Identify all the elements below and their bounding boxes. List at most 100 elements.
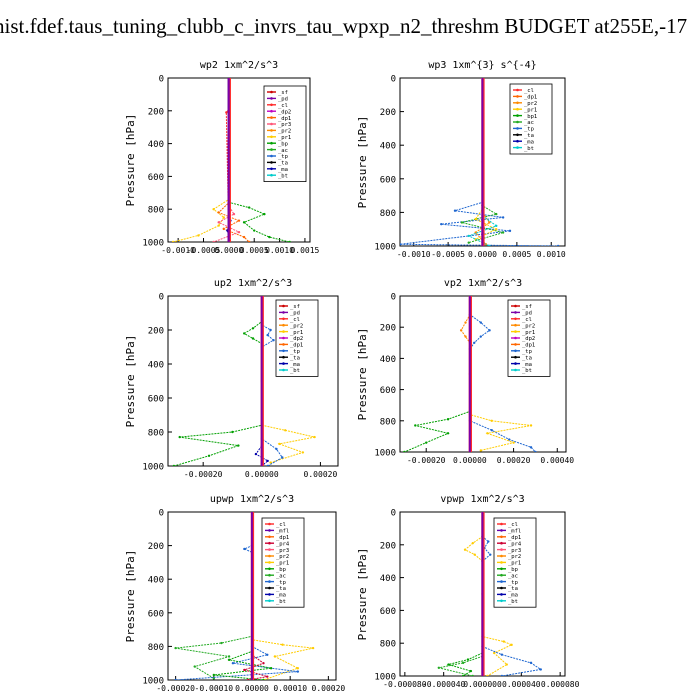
legend-marker (270, 116, 273, 119)
legend-label: _pr2 (290, 323, 303, 329)
series-point (467, 241, 470, 244)
x-tick-label: 0.0010 (265, 246, 294, 255)
legend-label: _cl (522, 317, 532, 323)
series-point (467, 234, 470, 238)
legend-marker (270, 103, 273, 107)
legend-label: _bt (290, 368, 300, 374)
legend-label: _pr1 (522, 330, 535, 336)
series-point (473, 341, 476, 344)
series-point (254, 452, 258, 456)
series-point (508, 229, 512, 233)
series-point (425, 441, 428, 444)
legend-marker (268, 535, 271, 539)
legend-marker (268, 561, 271, 564)
series-point (172, 464, 176, 466)
legend-marker (500, 541, 503, 545)
legend-marker (500, 593, 503, 596)
series-point (486, 674, 489, 676)
y-axis-label: Pressure [hPa] (356, 548, 369, 641)
legend-label: _sf (278, 90, 288, 96)
legend-label: _bt (508, 599, 518, 605)
legend-marker (270, 129, 273, 132)
legend-marker (282, 355, 285, 359)
y-tick-label: 200 (148, 107, 164, 117)
legend-label: _tp (278, 154, 288, 160)
legend-label: _cl (524, 88, 534, 94)
series-point (243, 668, 246, 672)
series-point (220, 641, 223, 645)
legend-marker (270, 135, 273, 139)
legend-label: _ta (290, 355, 300, 361)
legend-marker (268, 580, 271, 583)
legend-marker (268, 554, 271, 558)
plot-frame (399, 295, 567, 453)
legend-marker (514, 343, 517, 346)
y-tick-label: 0 (391, 509, 396, 519)
legend-label: _pr4 (276, 541, 290, 547)
x-tick-label: 0.00020 (497, 456, 531, 465)
legend-label: _ma (508, 593, 518, 599)
series-point (510, 643, 513, 647)
legend-label: _pr1 (278, 135, 291, 141)
legend-label: _tp (290, 349, 300, 355)
series-point (281, 643, 284, 646)
legend-label: _bp (278, 141, 288, 147)
legend-label: _sf (522, 304, 532, 310)
series-point (500, 674, 504, 676)
x-tick-label: -0.00020 (407, 456, 446, 465)
legend-label: _mfl (508, 529, 521, 535)
legend-label: _dp1 (508, 535, 521, 541)
legend-marker (282, 336, 285, 340)
series-point (463, 548, 467, 551)
series-point (232, 212, 236, 216)
y-tick-label: 1000 (142, 677, 164, 687)
legend-marker (268, 573, 271, 577)
y-tick-label: 400 (380, 355, 396, 365)
series-point (212, 673, 216, 677)
legend-marker (282, 349, 285, 353)
y-tick-label: 400 (148, 140, 164, 150)
x-tick-label: -0.0010 (397, 250, 431, 259)
legend-label: _ta (276, 586, 286, 592)
series-point (178, 435, 181, 439)
series-point (212, 240, 215, 242)
y-tick-label: 400 (380, 142, 396, 152)
legend-marker (270, 109, 273, 113)
series-point (414, 424, 417, 427)
legend-label: _ma (524, 139, 534, 145)
series-point (266, 333, 269, 337)
y-tick-label: 1000 (142, 239, 164, 249)
legend-label: _pr2 (522, 323, 535, 329)
legend-label: _pr4 (508, 541, 522, 547)
y-tick-label: 600 (148, 173, 164, 183)
y-tick-label: 600 (380, 386, 396, 396)
legend-marker (282, 362, 285, 365)
series-point (174, 646, 177, 650)
legend-marker (282, 304, 285, 308)
series-point (313, 435, 316, 439)
series-point (217, 211, 220, 214)
y-axis-label: Pressure [hPa] (356, 328, 369, 421)
legend-label: _ta (522, 355, 532, 361)
legend: _sf_pd_cl_pr2_pr1_dp2_dp1_tp_ta_ma_bt (275, 299, 319, 377)
chart-title: wp2 1xm^2/s^3 (200, 60, 278, 71)
series-point (487, 540, 490, 543)
series-point (243, 332, 246, 335)
legend-label: _pr1 (508, 561, 521, 567)
series-point (490, 428, 493, 432)
series-point (534, 450, 537, 452)
y-tick-label: 400 (380, 574, 396, 584)
series-point (222, 216, 225, 219)
legend-label: _ma (290, 362, 300, 368)
series-point (501, 216, 505, 219)
series-point (266, 675, 269, 678)
legend-marker (268, 541, 271, 545)
legend-marker (268, 567, 271, 571)
legend-label: _bt (278, 173, 288, 179)
series-point (231, 430, 234, 434)
series-point (193, 665, 196, 668)
series-point (266, 464, 269, 466)
legend-label: _ac (524, 120, 534, 126)
chart-panel: wp2 1xm^2/s^3 Pressure [hPa] 0 200 400 600 800… (124, 60, 320, 255)
legend-marker (500, 535, 503, 539)
